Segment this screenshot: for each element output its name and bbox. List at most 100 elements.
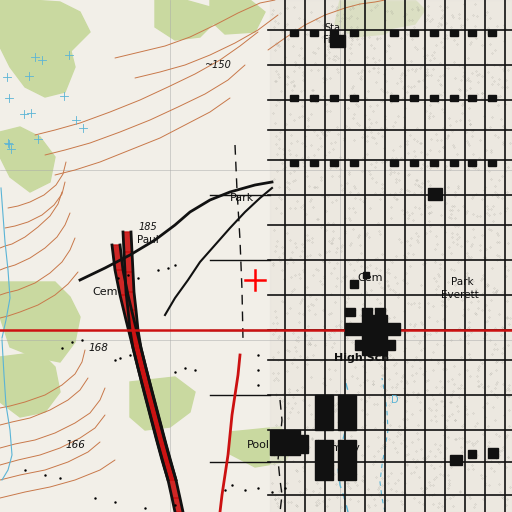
Polygon shape [120,295,134,320]
Bar [450,455,462,465]
Text: Cem: Cem [92,287,118,297]
Polygon shape [130,330,141,348]
Bar [355,340,395,350]
Text: D: D [391,395,399,405]
Bar [310,160,318,166]
Text: 168: 168 [88,343,108,353]
Bar [375,308,385,316]
Text: Cem: Cem [357,273,383,283]
Bar [468,95,476,101]
Bar [338,440,356,480]
Bar [290,30,298,36]
Text: Everett: Everett [441,290,479,300]
Text: Park: Park [451,277,473,287]
Bar [362,315,387,355]
Polygon shape [128,310,138,330]
Bar [310,30,318,36]
Text: Sta: Sta [324,23,340,33]
Polygon shape [172,498,183,512]
Text: 185: 185 [139,222,157,232]
Bar [310,95,318,101]
Bar [410,95,418,101]
Polygon shape [126,320,140,344]
Bar [468,450,476,458]
Polygon shape [153,425,166,444]
Text: ~150: ~150 [205,60,231,70]
Polygon shape [123,232,132,252]
Polygon shape [155,0,215,40]
Polygon shape [112,245,123,270]
Bar [290,95,298,101]
Bar [350,30,358,36]
Bar [270,0,512,512]
Bar [315,395,333,430]
Text: 166: 166 [65,440,85,450]
Polygon shape [168,480,180,498]
Bar [488,95,496,101]
Bar [290,160,298,166]
Polygon shape [124,252,133,272]
Bar [330,95,338,101]
Bar [468,160,476,166]
Polygon shape [230,427,295,467]
Bar [488,30,496,36]
Bar [428,188,442,200]
Bar [330,160,338,166]
Bar [390,95,398,101]
Polygon shape [115,270,128,295]
Polygon shape [0,127,55,192]
Polygon shape [130,377,195,430]
Bar [330,30,338,36]
Polygon shape [0,282,80,362]
Polygon shape [138,368,151,387]
Bar [345,323,400,335]
Bar [338,395,356,430]
Bar [410,160,418,166]
Polygon shape [138,368,152,392]
Polygon shape [126,292,136,310]
Bar [330,35,345,47]
Bar [430,95,438,101]
Bar [430,30,438,36]
Polygon shape [150,415,164,438]
Polygon shape [335,0,400,37]
Bar [315,440,333,480]
Polygon shape [372,0,425,29]
Polygon shape [0,352,60,417]
Polygon shape [144,392,158,415]
Polygon shape [133,348,146,368]
Text: Pool: Pool [246,440,269,450]
Bar [345,308,355,316]
Bar [390,30,398,36]
Polygon shape [132,344,146,368]
Bar [350,160,358,166]
Bar [362,308,372,316]
Bar [270,430,300,455]
Bar [390,160,398,166]
Polygon shape [210,0,265,34]
Bar [468,30,476,36]
Bar [488,160,496,166]
Polygon shape [125,272,134,292]
Polygon shape [0,17,75,97]
Text: Park: Park [230,193,254,203]
Text: Fire: Fire [323,35,340,45]
Polygon shape [158,444,171,462]
Polygon shape [163,462,176,480]
Bar [450,30,458,36]
Bar [450,95,458,101]
Polygon shape [156,438,170,460]
Bar [430,160,438,166]
Bar [410,30,418,36]
Bar [488,448,498,458]
Polygon shape [143,387,156,406]
Polygon shape [148,406,161,425]
Text: Paul: Paul [137,235,159,245]
Bar [350,280,358,288]
Polygon shape [162,460,176,480]
Bar [450,160,458,166]
Text: PO: PO [427,188,443,198]
Bar [300,435,308,453]
Polygon shape [0,0,90,67]
Text: High Sch: High Sch [334,353,390,363]
